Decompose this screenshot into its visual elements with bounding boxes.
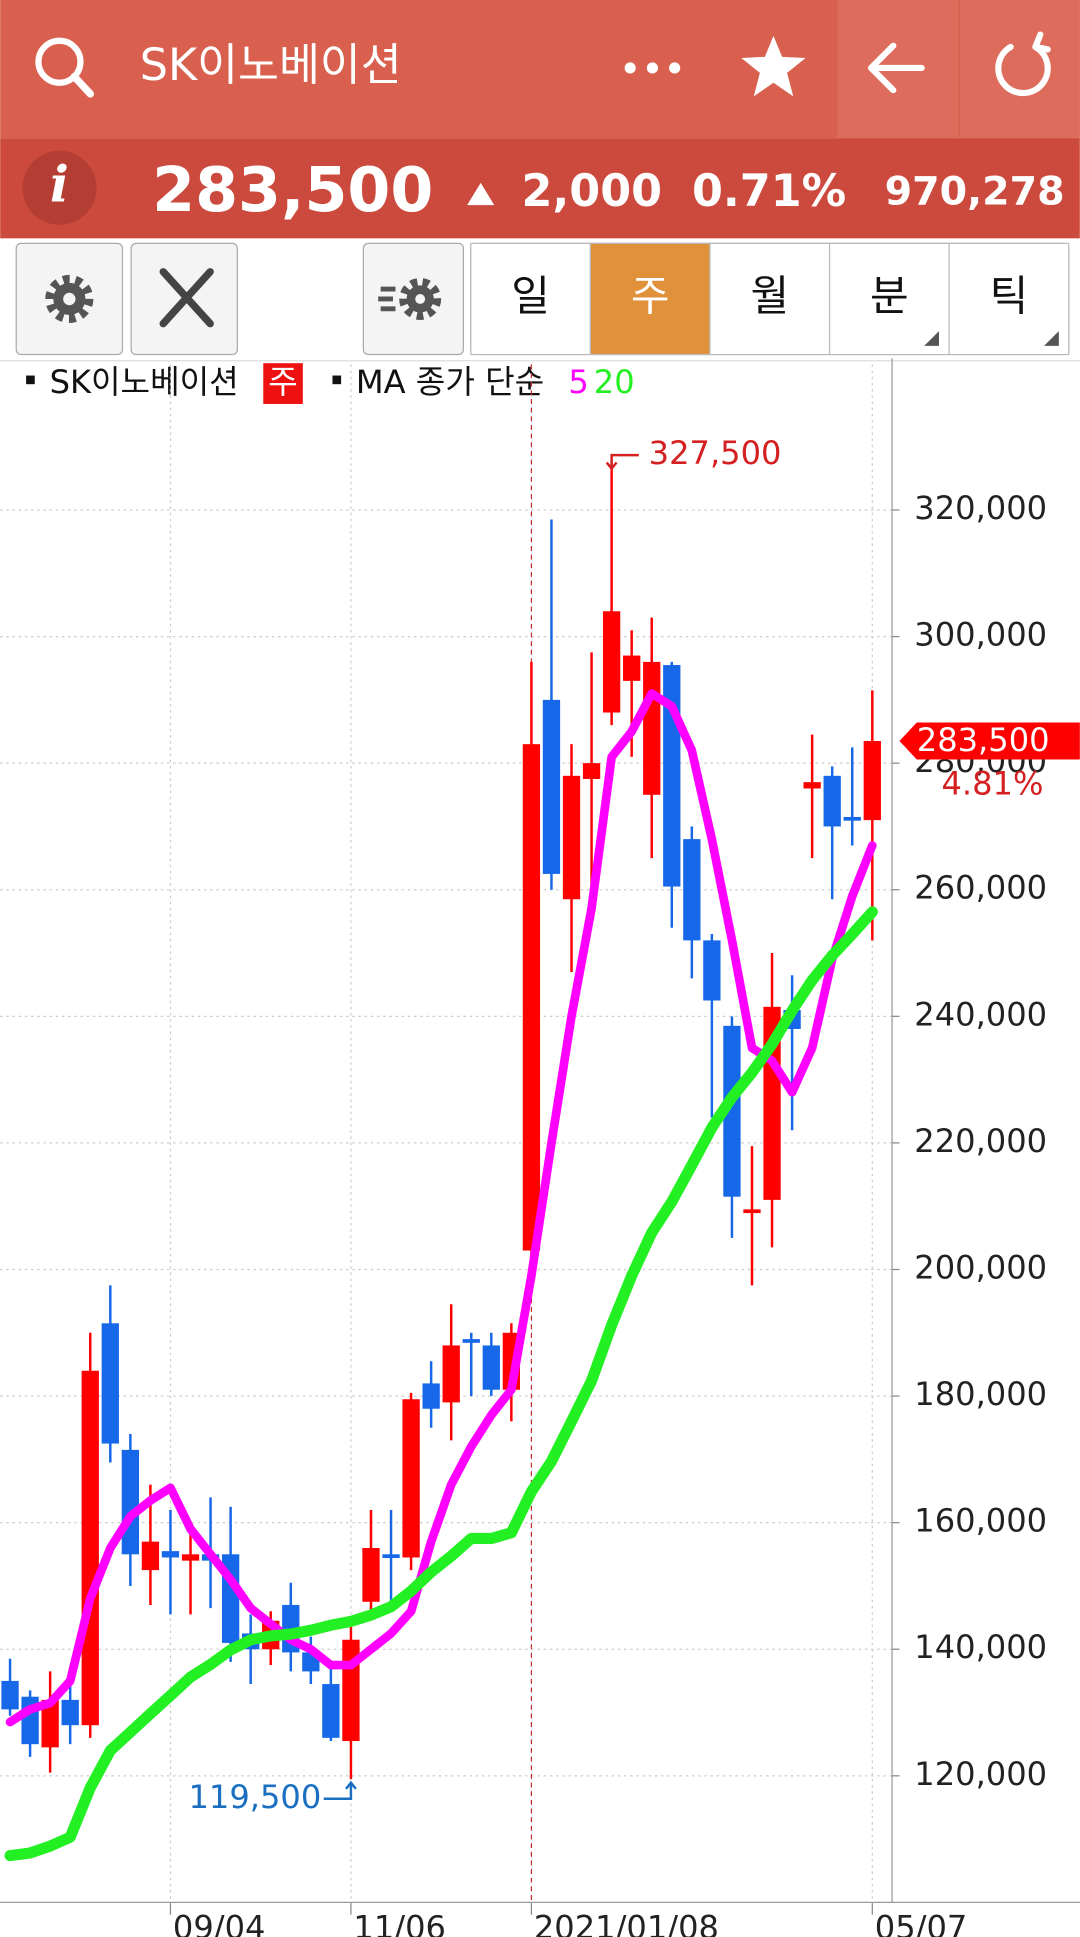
legend-ma: MA 종가 단순 (356, 363, 544, 401)
ma-line (4, 906, 878, 1862)
period-tab[interactable] (589, 242, 711, 356)
x-tick-label: 2021/01/08 (534, 1909, 719, 1937)
favorite-icon[interactable] (741, 35, 806, 97)
up-arrow (467, 182, 495, 206)
period-tab-label: 월 (750, 271, 789, 320)
candle-body (322, 1684, 340, 1738)
settings-button[interactable] (15, 242, 124, 356)
y-tick-label: 140,000 (914, 1628, 1047, 1666)
quote-bar (0, 138, 1080, 239)
max-label: 327,500 (649, 434, 782, 472)
period-tab[interactable] (709, 242, 831, 356)
candle-body (562, 775, 581, 900)
candle-body (482, 1345, 500, 1390)
more-icon[interactable] (624, 62, 681, 74)
tab-dropdown-mark (1044, 331, 1059, 346)
candle-body (522, 744, 541, 1251)
back-icon (867, 42, 925, 94)
plot: 5 20 120,000 140,000 160,000 180,000 200,000 22… (0, 358, 1080, 1937)
x-tick-label: 05/07 (875, 1909, 968, 1937)
candle-body (181, 1554, 200, 1561)
candle-body (843, 816, 861, 821)
refresh-icon (995, 31, 1051, 97)
last-change-label: 4.81% (941, 764, 1043, 802)
candle-body (602, 611, 621, 713)
candle-body (723, 1025, 741, 1197)
y-tick-label: 260,000 (914, 869, 1047, 907)
candle-body (643, 661, 661, 795)
y-tick-label: 180,000 (914, 1375, 1047, 1413)
change: 2,000 (521, 166, 662, 217)
candle-body (803, 782, 821, 789)
volume: 970,278 (885, 168, 1065, 214)
y-tick-label: 240,000 (914, 995, 1047, 1033)
candle-body (422, 1383, 440, 1409)
candle-body (362, 1547, 380, 1602)
header-title: SK이노베이션 (140, 40, 402, 91)
candle-body (81, 1370, 99, 1726)
search-icon[interactable] (35, 37, 95, 98)
tools-button[interactable] (130, 242, 238, 356)
candle-body (462, 1339, 480, 1343)
y-tick-label: 160,000 (914, 1502, 1047, 1540)
candle-body (141, 1541, 160, 1571)
candle-body (442, 1345, 460, 1403)
period-tab-label: 일 (511, 271, 550, 320)
period-tab[interactable] (948, 242, 1070, 356)
min-pointer (323, 1780, 357, 1800)
candle-body (1, 1680, 19, 1710)
candle-body (121, 1449, 140, 1555)
legend-marker (332, 375, 342, 385)
candle-body (542, 699, 561, 874)
candle-body (61, 1699, 79, 1726)
refresh-button[interactable] (960, 0, 1080, 139)
last-price-label: 283,500 (917, 721, 1050, 759)
legend-entry: 20 (594, 363, 635, 401)
y-tick-label: 120,000 (914, 1755, 1047, 1793)
y-tick-label: 220,000 (914, 1122, 1047, 1160)
candle-body (582, 763, 601, 779)
tab-dropdown-mark (924, 331, 940, 346)
period-tab-label: 주 (631, 271, 670, 320)
x-tick-label: 11/06 (353, 1909, 446, 1937)
candle-body (382, 1554, 400, 1559)
indicator-button[interactable] (362, 242, 465, 356)
change-pct: 0.71% (692, 166, 846, 217)
period-tab-label: 분 (870, 271, 909, 320)
y-tick-label: 200,000 (914, 1248, 1047, 1286)
ma-line (5, 689, 877, 1727)
candle-body (161, 1551, 180, 1558)
min-label: 119,500 (189, 1778, 322, 1816)
candle-body (623, 655, 641, 681)
x-tick-label: 09/04 (173, 1909, 266, 1937)
info-label: i (50, 156, 69, 214)
y-tick-label: 300,000 (914, 616, 1047, 654)
legend-period: 주 (268, 363, 298, 401)
candle-body (101, 1323, 119, 1444)
period-tab[interactable] (470, 242, 592, 356)
max-pointer (605, 453, 639, 471)
period-tab-label: 틱 (990, 271, 1029, 320)
info-button[interactable] (22, 150, 97, 225)
legend-marker (26, 375, 35, 385)
candle-body (683, 839, 701, 941)
candle-body (743, 1209, 761, 1214)
candle-body (41, 1699, 59, 1748)
candle-body (402, 1399, 420, 1558)
candle-body (863, 741, 881, 821)
y-tick-label: 320,000 (914, 489, 1047, 527)
price: 283,500 (152, 154, 433, 226)
last-price-tag (899, 722, 1080, 760)
legend-entry: 5 (568, 363, 588, 401)
legend-period-box (263, 363, 303, 404)
candle-body (823, 775, 841, 827)
candle-body (703, 940, 721, 1001)
legend-name: SK이노베이션 (50, 363, 239, 401)
